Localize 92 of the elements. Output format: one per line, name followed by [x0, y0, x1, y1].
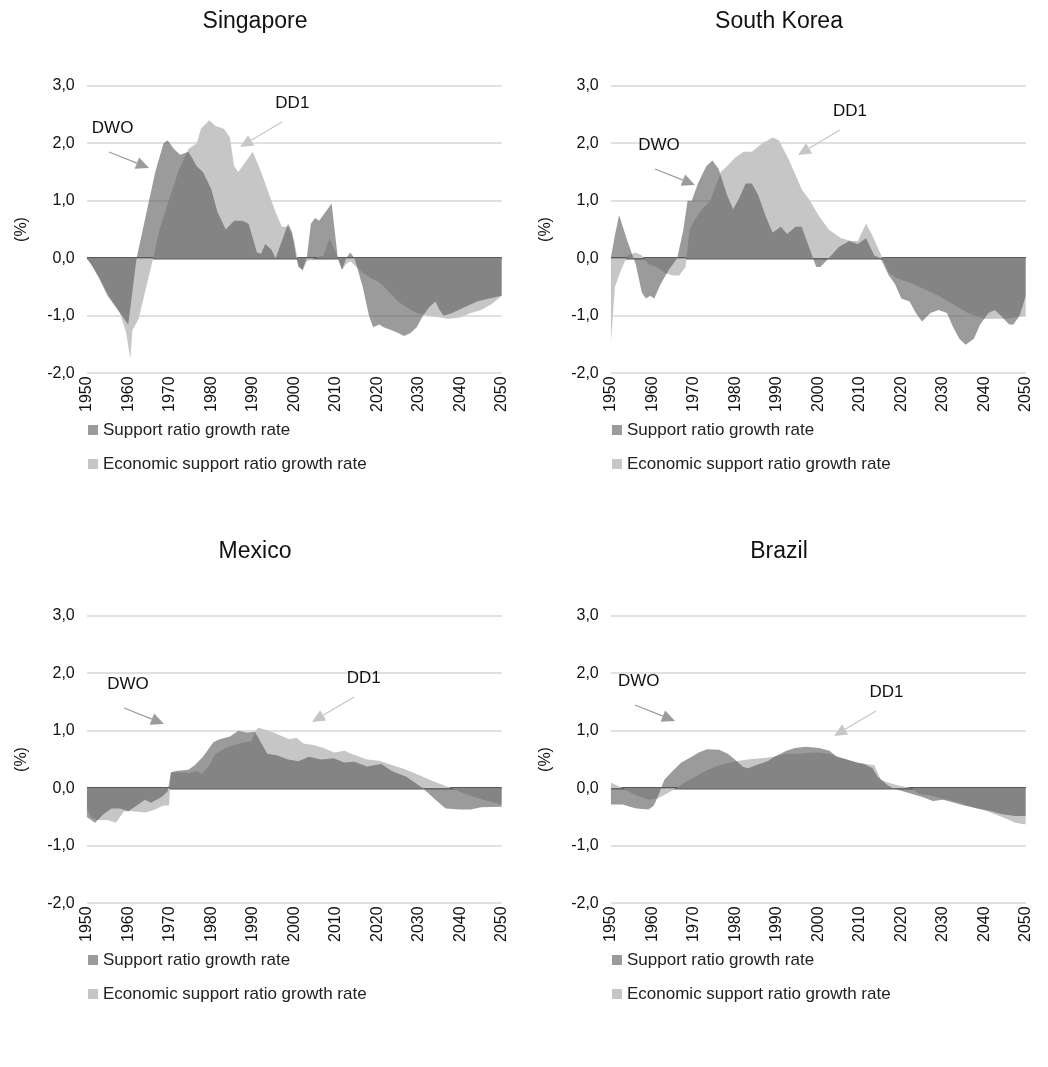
y-tick-label: -2,0 — [571, 363, 599, 381]
chart-title: Singapore — [202, 7, 308, 34]
y-tick-label: -2,0 — [47, 363, 75, 381]
legend-label: Economic support ratio growth rate — [627, 984, 891, 1004]
chart-title: Mexico — [218, 537, 292, 564]
x-tick-label: 2020 — [891, 906, 909, 942]
x-tick-label: 2030 — [933, 906, 951, 942]
legend-label: Economic support ratio growth rate — [627, 454, 891, 474]
annotation: DD1 — [346, 667, 381, 687]
annotation: DD1 — [275, 93, 310, 113]
x-tick-label: 1970 — [684, 906, 702, 942]
y-tick-label: -1,0 — [571, 306, 599, 324]
x-tick-label: 2050 — [1016, 906, 1034, 942]
y-tick-label: 2,0 — [576, 133, 599, 151]
x-tick-label: 1980 — [725, 906, 743, 942]
x-tick-label: 2000 — [284, 906, 302, 942]
y-tick-label: 2,0 — [52, 133, 75, 151]
x-tick-label: 2000 — [284, 376, 302, 412]
x-tick-label: 2030 — [409, 906, 427, 942]
y-tick-label: 3,0 — [52, 606, 75, 624]
x-tick-label: 2040 — [974, 906, 992, 942]
x-tick-label: 2020 — [367, 906, 385, 942]
x-tick-label: 1980 — [201, 906, 219, 942]
y-tick-label: -2,0 — [571, 893, 599, 911]
y-tick-label: 0,0 — [576, 778, 599, 796]
y-tick-label: 1,0 — [52, 191, 75, 209]
x-tick-label: 1970 — [684, 376, 702, 412]
x-tick-label: 2020 — [891, 376, 909, 412]
y-tick-label: -1,0 — [47, 306, 75, 324]
x-tick-label: 1960 — [642, 376, 660, 412]
x-tick-label: 2040 — [450, 906, 468, 942]
x-tick-label: 1960 — [118, 376, 136, 412]
annotation: DWO — [617, 670, 660, 690]
x-tick-label: 1980 — [725, 376, 743, 412]
annotation: DD1 — [869, 682, 904, 702]
x-tick-label: 1990 — [767, 906, 785, 942]
y-axis-title: (%) — [12, 217, 30, 242]
x-tick-label: 1950 — [77, 376, 95, 412]
x-tick-label: 1970 — [160, 906, 178, 942]
annotation: DWO — [638, 134, 680, 154]
x-tick-label: 1990 — [767, 376, 785, 412]
x-tick-label: 2000 — [808, 376, 826, 412]
y-tick-label: 0,0 — [576, 248, 599, 266]
chart-title: South Korea — [715, 7, 844, 34]
y-tick-label: 2,0 — [52, 663, 75, 681]
y-tick-label: 0,0 — [52, 248, 75, 266]
y-tick-label: 3,0 — [576, 606, 599, 624]
x-tick-label: 2040 — [450, 376, 468, 412]
x-tick-label: 2000 — [808, 906, 826, 942]
x-tick-label: 1980 — [201, 376, 219, 412]
x-tick-label: 1950 — [601, 376, 619, 412]
y-axis-title: (%) — [536, 747, 554, 772]
annotation: DWO — [107, 673, 149, 693]
x-tick-label: 2010 — [850, 906, 868, 942]
legend-label: Economic support ratio growth rate — [103, 984, 367, 1004]
y-tick-label: -1,0 — [571, 836, 599, 854]
legend-label: Support ratio growth rate — [627, 420, 815, 440]
y-tick-label: -1,0 — [47, 836, 75, 854]
y-tick-label: -2,0 — [47, 893, 75, 911]
x-tick-label: 2020 — [367, 376, 385, 412]
x-tick-label: 2050 — [492, 376, 510, 412]
legend-label: Support ratio growth rate — [627, 950, 815, 970]
y-axis-title: (%) — [536, 217, 554, 242]
x-tick-label: 1960 — [642, 906, 660, 942]
x-tick-label: 2040 — [974, 376, 992, 412]
x-tick-label: 2010 — [326, 906, 344, 942]
x-tick-label: 2050 — [1016, 376, 1034, 412]
y-tick-label: 3,0 — [52, 76, 75, 94]
y-tick-label: 1,0 — [576, 191, 599, 209]
x-tick-label: 1950 — [77, 906, 95, 942]
legend-label: Economic support ratio growth rate — [103, 454, 367, 474]
x-tick-label: 1990 — [243, 906, 261, 942]
x-tick-label: 2010 — [326, 376, 344, 412]
x-tick-label: 2050 — [492, 906, 510, 942]
y-tick-label: 1,0 — [576, 721, 599, 739]
x-tick-label: 2030 — [933, 376, 951, 412]
chart-title: Brazil — [750, 537, 808, 564]
annotation: DWO — [91, 118, 134, 138]
x-tick-label: 1950 — [601, 906, 619, 942]
y-tick-label: 2,0 — [576, 663, 599, 681]
legend-label: Support ratio growth rate — [103, 950, 291, 970]
annotation: DD1 — [832, 100, 867, 120]
y-tick-label: 1,0 — [52, 721, 75, 739]
x-tick-label: 1960 — [118, 906, 136, 942]
x-tick-label: 2030 — [409, 376, 427, 412]
x-tick-label: 2010 — [850, 376, 868, 412]
x-tick-label: 1990 — [243, 376, 261, 412]
y-tick-label: 0,0 — [52, 778, 75, 796]
x-tick-label: 1970 — [160, 376, 178, 412]
y-axis-title: (%) — [12, 747, 30, 772]
y-tick-label: 3,0 — [576, 76, 599, 94]
legend-label: Support ratio growth rate — [103, 420, 291, 440]
